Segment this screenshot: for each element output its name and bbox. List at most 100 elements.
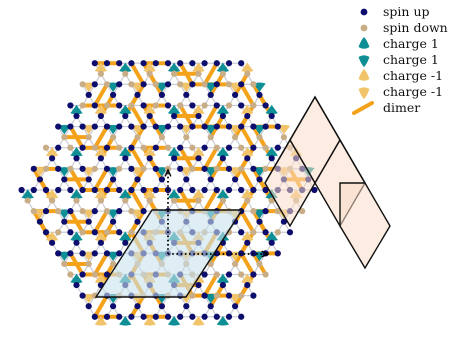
legend-item-charge-minus-down: charge -1 <box>352 84 462 100</box>
spin-down-site <box>219 197 226 204</box>
spin-down-site <box>213 292 220 299</box>
spin-up-site <box>67 250 74 257</box>
spin-up-site <box>207 176 214 183</box>
spin-up-site <box>244 112 251 120</box>
spin-down-site <box>207 134 214 141</box>
legend-item-dimer: dimer <box>352 100 462 116</box>
spin-up-site <box>256 218 263 225</box>
spin-up-site <box>171 112 178 120</box>
spin-up-site <box>91 313 98 320</box>
spin-up-site <box>79 165 86 172</box>
spin-down-site <box>91 144 98 151</box>
spin-up-site <box>262 123 269 130</box>
spin-up-site <box>201 271 208 278</box>
spin-up-site <box>213 186 220 194</box>
spin-up-site <box>67 123 74 130</box>
spin-up-site <box>177 313 184 320</box>
spin-up-site <box>79 123 86 130</box>
spin-down-site <box>238 292 245 299</box>
spin-up-site <box>73 239 80 246</box>
spin-up-site <box>79 292 86 299</box>
charge-minus-marker <box>45 231 59 242</box>
spin-up-site <box>250 186 257 194</box>
spin-down-site <box>55 229 62 236</box>
spin-up-site <box>177 123 184 130</box>
spin-up-site <box>225 313 233 320</box>
spin-down-site <box>177 102 184 109</box>
spin-up-site <box>225 292 233 299</box>
lattice-vector-vertical-head <box>164 168 172 177</box>
legend-label: charge 1 <box>383 36 439 51</box>
spin-up-site <box>55 165 62 172</box>
spin-up-site <box>256 176 263 183</box>
spin-up-site <box>128 186 135 194</box>
spin-up-site <box>177 60 184 67</box>
spin-down-site <box>67 271 74 278</box>
spin-up-site <box>140 186 147 194</box>
spin-up-site <box>61 218 68 225</box>
charge-minus-marker <box>143 316 156 326</box>
spin-down-site <box>195 197 202 204</box>
spin-up-site <box>213 313 220 320</box>
spin-down-site <box>152 102 159 109</box>
spin-up-site <box>128 123 135 130</box>
spin-down-site <box>213 144 220 151</box>
spin-down-site <box>189 165 196 172</box>
spin-up-site <box>238 186 245 194</box>
spin-up-site <box>213 81 220 88</box>
charge-minus-marker <box>143 147 156 157</box>
spin-up-site <box>189 123 196 130</box>
spin-down-site <box>238 144 245 151</box>
spin-up-site <box>238 60 245 67</box>
spin-up-site <box>116 81 123 88</box>
spin-down-site <box>110 134 117 141</box>
spin-up-site <box>110 91 117 99</box>
spin-down-site <box>225 102 233 109</box>
spin-up-site <box>134 218 141 225</box>
spin-up-site <box>250 123 257 130</box>
spin-down-site <box>103 81 111 88</box>
charge-plus-marker <box>216 189 230 199</box>
charge-minus-marker <box>192 147 205 157</box>
spin-up-site <box>140 123 147 130</box>
spin-up-site <box>55 144 62 151</box>
spin-up-site <box>201 292 208 299</box>
spin-down-site <box>85 260 92 268</box>
spin-up-site <box>213 123 220 130</box>
spin-down-site <box>97 70 104 77</box>
spin-up-site <box>189 186 196 194</box>
spin-up-site <box>97 112 104 120</box>
spin-up-site <box>158 91 165 99</box>
legend-label: dimer <box>383 100 421 115</box>
charge-plus-marker <box>216 147 230 157</box>
spin-up-site <box>79 144 86 151</box>
spin-down-site <box>122 70 129 77</box>
spin-up-site <box>268 155 275 162</box>
spin-up-site <box>238 229 245 236</box>
charge-plus-marker <box>70 147 83 157</box>
charge-plus-marker <box>167 104 181 115</box>
charge-plus-marker <box>167 316 181 326</box>
spin-up-site <box>103 144 111 151</box>
supercell-rhombus <box>339 182 391 270</box>
spin-down-site <box>85 134 92 141</box>
spin-up-site <box>85 91 92 99</box>
spin-up-site <box>85 218 92 225</box>
spin-down-site <box>61 134 68 141</box>
spin-up-site <box>73 281 80 289</box>
dimer-segment <box>202 103 219 129</box>
spin-up-site <box>219 112 226 120</box>
spin-up-site <box>207 91 214 99</box>
spin-up-site <box>91 229 98 236</box>
dimer-segment <box>202 272 219 298</box>
charge-plus-marker <box>216 62 230 73</box>
dimer-segment <box>129 145 146 171</box>
spin-up-site <box>225 165 233 172</box>
spin-up-site <box>183 91 190 99</box>
dimer-segment <box>92 82 109 108</box>
dimer-segment <box>202 188 219 214</box>
spin-up-site <box>164 313 172 320</box>
spin-up-site <box>67 208 74 215</box>
spin-down-site <box>24 197 31 204</box>
spin-up-site <box>103 60 111 67</box>
